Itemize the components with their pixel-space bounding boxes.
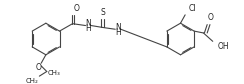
Text: CH₃: CH₃ [48, 70, 61, 76]
Text: N: N [115, 23, 121, 32]
Text: OH: OH [217, 42, 229, 51]
Text: CH₂: CH₂ [26, 78, 38, 84]
Text: N: N [85, 19, 91, 28]
Text: O: O [73, 4, 79, 13]
Text: S: S [101, 8, 106, 17]
Text: O: O [208, 13, 214, 22]
Text: Cl: Cl [189, 4, 196, 13]
Text: H: H [115, 28, 121, 37]
Text: H: H [85, 24, 91, 33]
Text: O: O [36, 63, 42, 72]
